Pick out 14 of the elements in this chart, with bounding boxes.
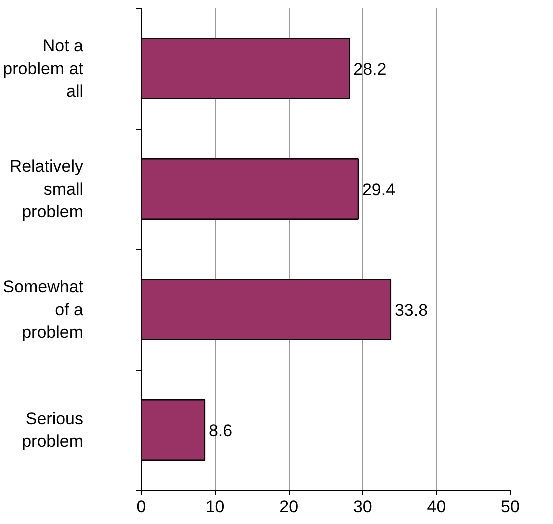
y-tick-label: Not a problem at all bbox=[3, 36, 84, 102]
x-tick-label: 30 bbox=[353, 498, 372, 516]
data-label: 29.4 bbox=[362, 180, 396, 200]
data-label: 33.8 bbox=[394, 300, 428, 320]
x-tick-label: 0 bbox=[136, 498, 146, 516]
y-tick-label: Somewhat of a problem bbox=[3, 277, 84, 342]
y-tick-label: Relatively small problem bbox=[10, 156, 84, 222]
x-tick-label: 20 bbox=[280, 498, 299, 516]
y-tick-label: Serious problem bbox=[22, 409, 84, 452]
data-label: 8.6 bbox=[208, 421, 233, 440]
data-label: 28.2 bbox=[354, 60, 387, 79]
x-tick-label: 50 bbox=[501, 498, 520, 516]
x-tick-label: 10 bbox=[206, 498, 225, 516]
x-tick-label: 40 bbox=[427, 498, 446, 516]
